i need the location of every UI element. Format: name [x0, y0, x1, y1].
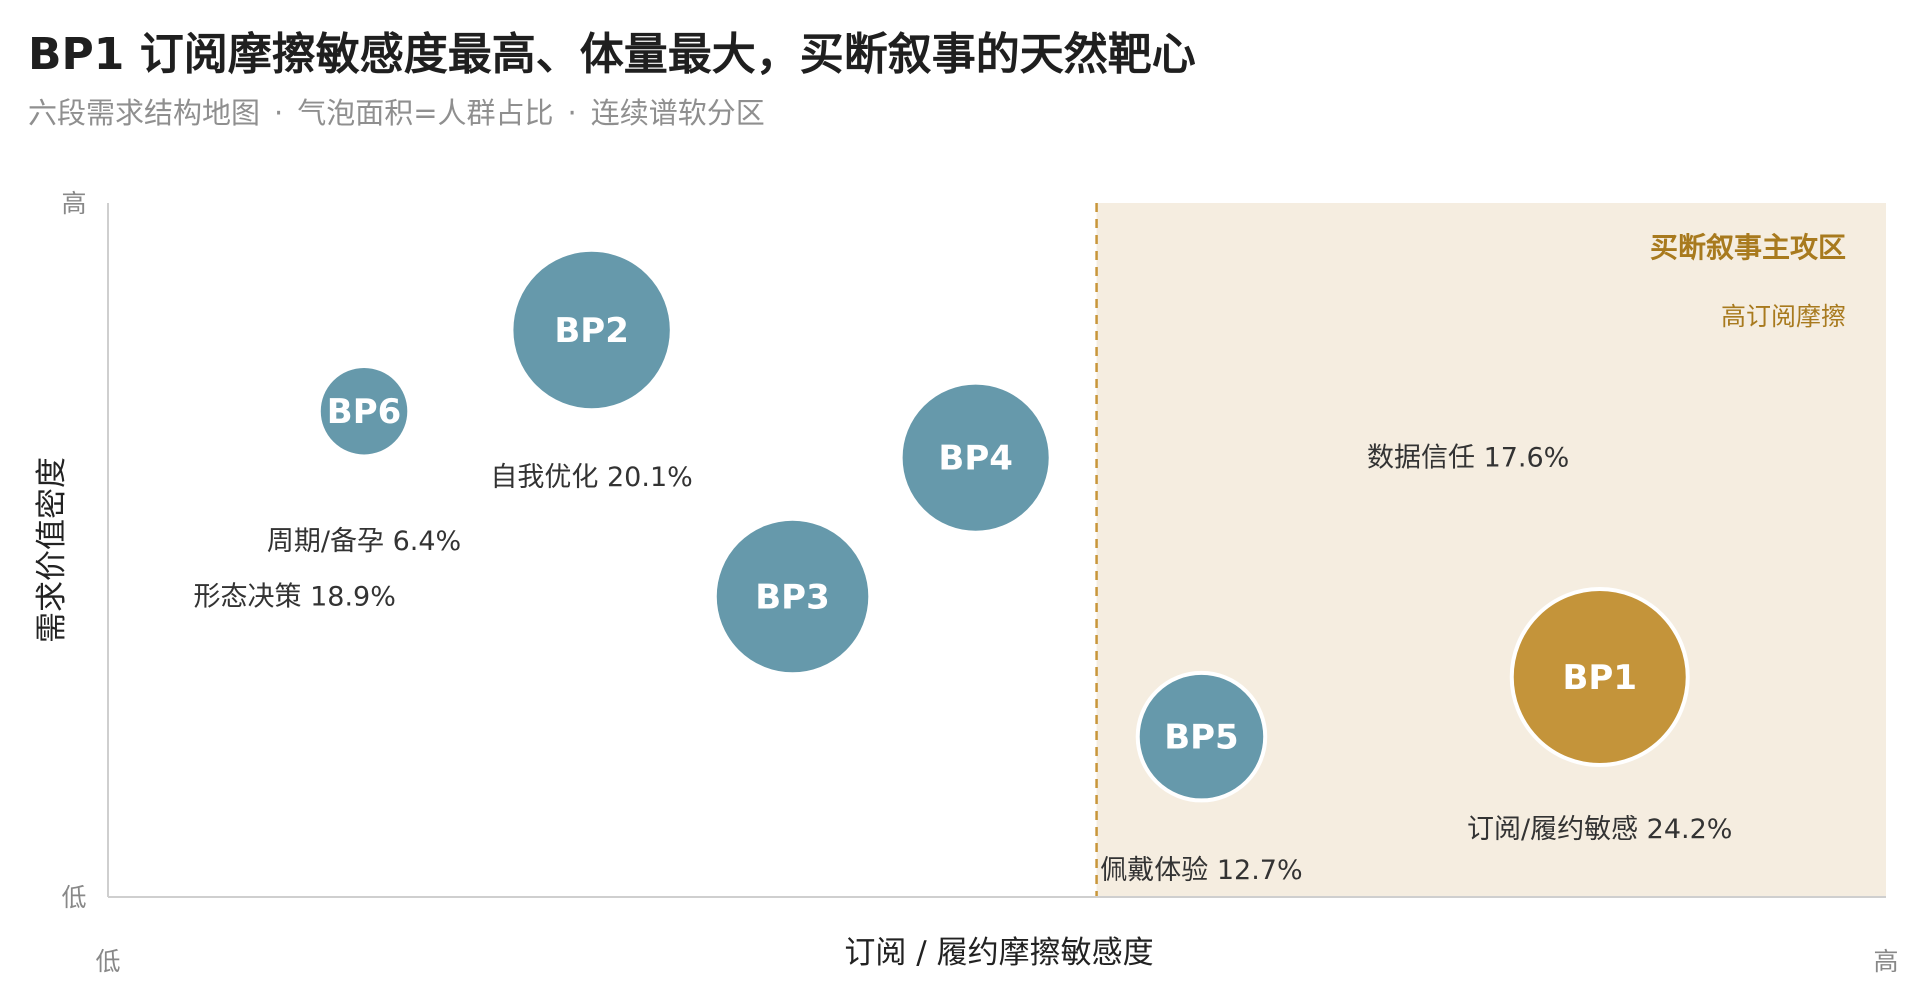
subtitle-part-1: 六段需求结构地图	[28, 96, 261, 130]
subtitle-separator: ·	[567, 96, 577, 130]
zone-subtitle: 高订阅摩擦	[1721, 302, 1846, 331]
chart-title: BP1 订阅摩擦敏感度最高、体量最大，买断叙事的天然靶心	[28, 29, 1196, 80]
bubble-data-label: 数据信任 17.6%	[1367, 443, 1569, 474]
bubble-id-label: BP2	[554, 311, 629, 351]
x-axis-label: 订阅 / 履约摩擦敏感度	[844, 935, 1153, 971]
bubble-id-label: BP3	[755, 577, 830, 617]
subtitle-separator: ·	[274, 96, 284, 130]
point-label-group: 订阅/履约敏感 24.2% 自我优化 20.1% 形态决策 18.9% 数据信任 17…	[194, 443, 1733, 886]
zone-title: 买断叙事主攻区	[1650, 231, 1846, 264]
y-axis-label: 需求价值密度	[34, 457, 70, 643]
bubble-bp1	[1509, 587, 1690, 768]
bubble-id-label: BP5	[1164, 718, 1239, 758]
bubble-group: BP1 BP2 BP3 BP4 BP5 BP6	[316, 247, 1690, 803]
bubble-data-label: 自我优化 20.1%	[490, 462, 692, 493]
bubble-data-label: 订阅/履约敏感 24.2%	[1467, 814, 1732, 845]
y-tick-low: 低	[61, 883, 86, 912]
bubble-bp2	[509, 247, 674, 413]
bubble-data-label: 佩戴体验 12.7%	[1100, 855, 1302, 886]
x-tick-low: 低	[95, 947, 120, 976]
x-tick-high: 高	[1873, 947, 1898, 976]
bubble-bp4	[898, 380, 1053, 535]
bubble-bp3	[712, 516, 873, 677]
bubble-bp6	[316, 363, 412, 459]
bubble-id-label: BP6	[327, 392, 402, 432]
bubble-bp5	[1135, 670, 1268, 803]
bubble-id-label: BP1	[1562, 658, 1637, 698]
bubble-id-label: BP4	[938, 439, 1013, 479]
bubble-data-label: 形态决策 18.9%	[194, 581, 396, 612]
subtitle-part-2: 气泡面积=人群占比	[297, 96, 554, 130]
bubble-data-label: 周期/备孕 6.4%	[267, 526, 461, 557]
subtitle-part-3: 连续谱软分区	[590, 96, 765, 130]
y-tick-high: 高	[61, 189, 86, 218]
chart-subtitle: 六段需求结构地图 · 气泡面积=人群占比 · 连续谱软分区	[28, 90, 765, 132]
